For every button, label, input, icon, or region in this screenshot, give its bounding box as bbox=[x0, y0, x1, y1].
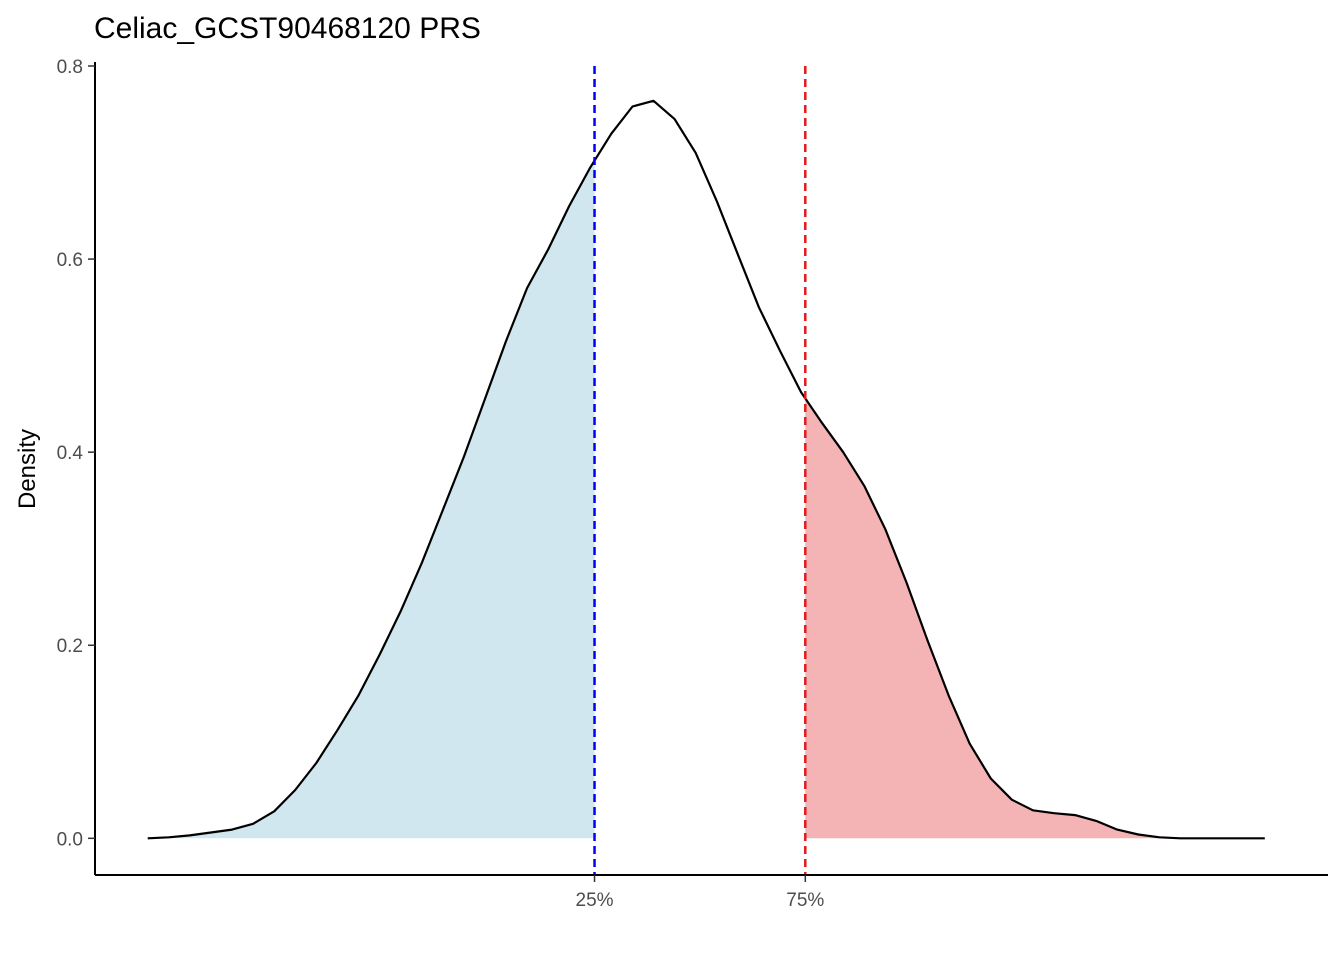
y-tick-label: 0.4 bbox=[57, 443, 84, 464]
quantile-fill-left bbox=[147, 160, 595, 839]
density-curve bbox=[147, 99, 1265, 840]
quantile-fill-group bbox=[147, 160, 1265, 839]
y-tick-label: 0.2 bbox=[57, 636, 83, 657]
axes-group bbox=[94, 62, 1328, 876]
y-axis-label: Density bbox=[14, 429, 41, 509]
quantile-line-group bbox=[593, 66, 807, 875]
x-tick-label: 75% bbox=[786, 890, 824, 911]
chart-title: Celiac_GCST90468120 PRS bbox=[94, 12, 481, 45]
y-tick-label: 0.8 bbox=[57, 57, 83, 78]
tick-group: 0.0 0.2 0.4 0.6 0.8 25% 75% bbox=[57, 57, 825, 911]
y-tick-label: 0.0 bbox=[57, 829, 83, 850]
density-curve-group bbox=[147, 99, 1265, 840]
x-tick-label: 25% bbox=[576, 890, 614, 911]
quantile-fill-right bbox=[805, 398, 1265, 839]
y-tick-label: 0.6 bbox=[57, 250, 83, 271]
